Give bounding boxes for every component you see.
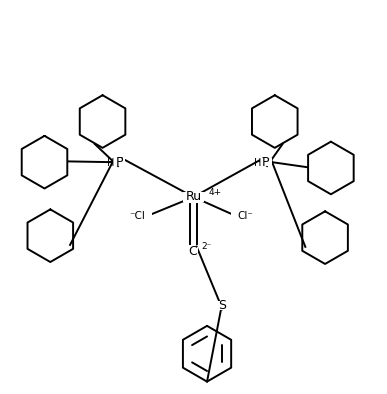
Bar xyxy=(231,212,260,221)
Text: ⁻Cl: ⁻Cl xyxy=(129,211,146,221)
Text: 2⁻: 2⁻ xyxy=(201,242,212,251)
Text: S: S xyxy=(219,299,226,312)
Text: 4+: 4+ xyxy=(209,188,222,197)
Text: Ru: Ru xyxy=(185,191,202,203)
Text: Cl⁻: Cl⁻ xyxy=(238,211,254,221)
Text: C: C xyxy=(188,245,197,258)
Text: P: P xyxy=(262,156,270,169)
Bar xyxy=(260,158,272,166)
Bar xyxy=(113,158,125,166)
Text: P: P xyxy=(115,156,123,169)
Text: H: H xyxy=(107,158,115,168)
Text: H: H xyxy=(253,158,261,168)
Bar xyxy=(187,247,198,255)
Bar xyxy=(217,301,228,310)
Bar xyxy=(123,212,152,221)
Bar xyxy=(183,192,204,202)
